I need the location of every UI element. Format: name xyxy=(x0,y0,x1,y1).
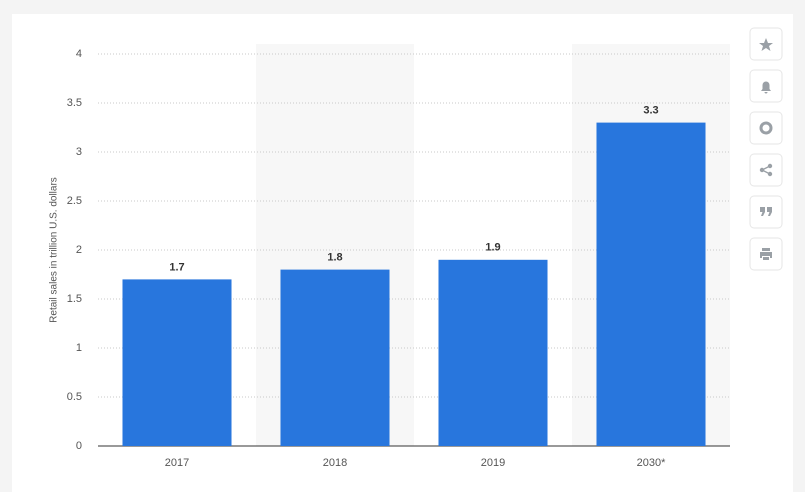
bar xyxy=(122,279,232,446)
toolbar xyxy=(749,27,783,271)
x-tick-label: 2030* xyxy=(637,457,666,469)
value-label: 1.7 xyxy=(169,261,184,273)
settings-button[interactable] xyxy=(749,111,783,145)
bar xyxy=(438,259,548,446)
x-tick-label: 2018 xyxy=(323,457,347,469)
y-tick-label: 2 xyxy=(76,244,82,256)
y-tick-label: 0 xyxy=(76,440,82,452)
y-tick-label: 3.5 xyxy=(67,97,82,109)
cite-button[interactable] xyxy=(749,195,783,229)
x-tick-label: 2017 xyxy=(165,457,189,469)
value-label: 1.9 xyxy=(485,242,500,254)
bar xyxy=(280,269,390,446)
y-tick-label: 3 xyxy=(76,146,82,158)
bell-icon xyxy=(761,81,771,94)
bar xyxy=(596,122,706,446)
gear-icon xyxy=(759,121,773,135)
y-tick-label: 0.5 xyxy=(67,391,82,403)
star-icon xyxy=(759,38,773,51)
share-button[interactable] xyxy=(749,153,783,187)
x-tick-label: 2019 xyxy=(481,457,505,469)
y-tick-label: 2.5 xyxy=(67,195,82,207)
y-tick-label: 4 xyxy=(76,48,82,60)
quote-icon xyxy=(760,207,772,216)
y-tick-label: 1 xyxy=(76,342,82,354)
value-label: 1.8 xyxy=(327,252,342,264)
print-icon xyxy=(760,248,772,260)
value-label: 3.3 xyxy=(643,105,658,117)
share-icon xyxy=(759,163,773,177)
y-tick-label: 1.5 xyxy=(67,293,82,305)
y-axis-label: Retail sales in trillion U.S. dollars xyxy=(49,177,60,323)
